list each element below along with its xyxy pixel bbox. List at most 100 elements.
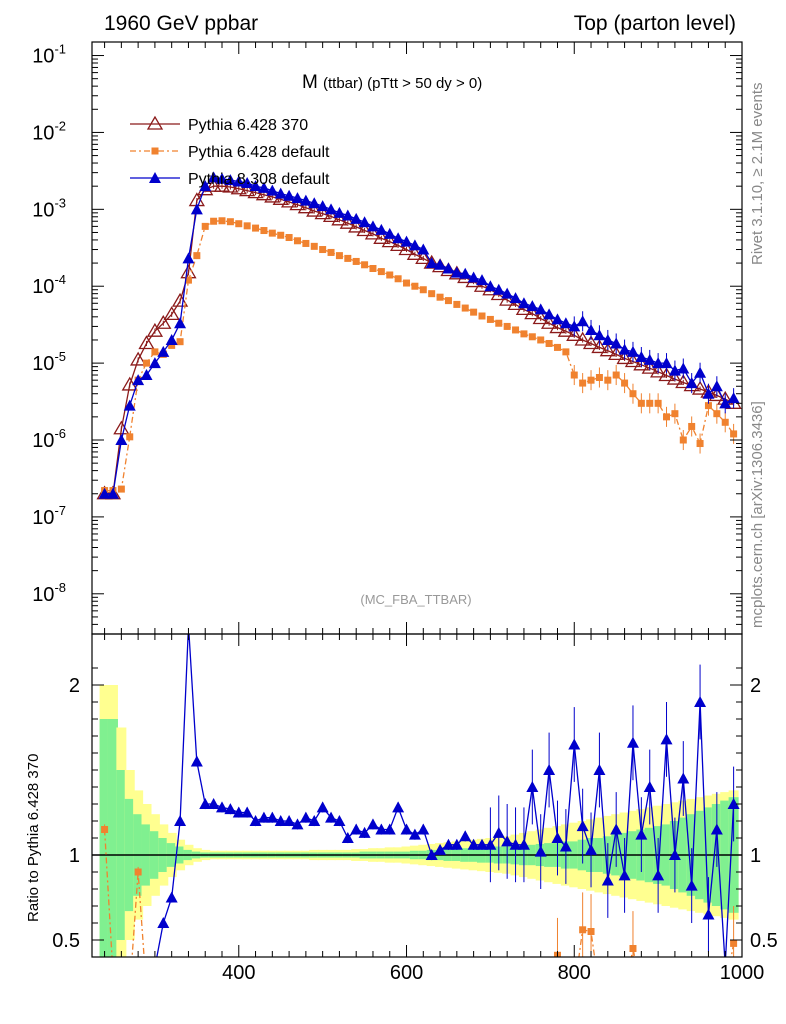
ratio-point-pythia8-default <box>358 826 371 838</box>
data-point-pythia6-default <box>302 239 310 247</box>
ratio-point-pythia8-default <box>299 811 312 823</box>
data-point-pythia6-default <box>587 376 595 384</box>
ratio-point-pythia8-default <box>467 838 480 850</box>
data-point-pythia6-default <box>210 217 218 225</box>
data-point-pythia8-default <box>652 357 665 369</box>
y-tick-label: 10-1 <box>32 42 66 68</box>
ratio-point-pythia8-default <box>224 803 237 815</box>
data-point-pythia6-default <box>545 339 553 347</box>
data-point-pythia6-default <box>562 348 570 356</box>
data-point-pythia8-default <box>333 206 346 218</box>
ratio-point-pythia8-default <box>652 869 665 881</box>
data-point-pythia6-default <box>503 322 511 330</box>
ratio-point-pythia8-default <box>534 845 547 857</box>
data-point-pythia8-default <box>517 297 530 309</box>
ratio-point-pythia8-default <box>710 823 723 835</box>
ratio-point-pythia8-default <box>694 696 707 707</box>
legend-marker-pythia6-default <box>151 147 159 155</box>
data-point-pythia6-default <box>369 265 377 273</box>
data-point-pythia8-default <box>190 203 203 215</box>
y-tick-label: 10-7 <box>32 503 66 529</box>
data-point-pythia6-default <box>319 246 327 254</box>
data-point-pythia6-370 <box>163 306 180 321</box>
data-point-pythia6-default <box>436 293 444 301</box>
data-point-pythia6-default <box>704 402 712 410</box>
x-tick-label: 1000 <box>720 962 765 984</box>
data-point-pythia6-370 <box>499 291 516 306</box>
x-tick-label: 400 <box>222 962 255 984</box>
data-point-pythia6-default <box>621 379 629 387</box>
data-point-pythia8-default <box>241 176 254 188</box>
data-point-pythia6-default <box>528 333 536 341</box>
data-point-pythia6-default <box>243 222 251 230</box>
data-point-pythia6-default <box>595 373 603 381</box>
series-line-pythia8-default <box>104 176 734 495</box>
data-point-pythia8-default <box>182 252 195 264</box>
data-point-pythia8-default <box>476 274 488 286</box>
ratio-point-pythia8-default <box>316 801 329 813</box>
y-tick-label: 10-3 <box>32 195 66 221</box>
ratio-frame <box>91 633 743 958</box>
ratio-point-pythia8-default <box>190 755 203 767</box>
header-left: 1960 GeV ppbar <box>104 12 258 35</box>
data-point-pythia8-default <box>543 308 556 320</box>
data-point-pythia8-default <box>325 203 338 215</box>
main-plot-panel: 10-8 10-7 10-6 10-5 10-4 10-3 10-2 10-1 <box>32 41 743 635</box>
y-tick-exponent: -4 <box>54 272 66 287</box>
ratio-point-pythia8-default <box>249 815 262 826</box>
data-point-pythia6-default <box>361 261 369 269</box>
ratio-point-pythia8-default <box>174 815 187 826</box>
data-point-pythia8-default <box>106 487 119 499</box>
data-point-pythia6-default <box>520 330 528 338</box>
data-point-pythia6-370 <box>582 335 600 350</box>
data-point-pythia8-default <box>283 189 296 201</box>
ratio-point-pythia8-default <box>333 815 346 826</box>
ratio-point-pythia8-default <box>626 736 639 748</box>
y-tick-label: 10-6 <box>32 426 66 452</box>
data-point-pythia6-370 <box>389 237 407 252</box>
data-point-pythia8-default <box>224 174 237 186</box>
data-point-pythia6-370 <box>129 351 147 366</box>
data-point-pythia6-default <box>612 371 620 379</box>
ratio-point-pythia8-default <box>618 869 631 881</box>
legend-label-pythia6-default: Pythia 6.428 default <box>188 144 330 161</box>
ratio-point-pythia8-default <box>509 838 522 850</box>
data-point-pythia6-default <box>411 282 419 290</box>
data-point-pythia6-370 <box>515 301 533 316</box>
ratio-point-pythia8-default <box>266 811 279 823</box>
ratio-point-pythia8-default <box>350 823 363 835</box>
ratio-point-pythia8-default <box>668 849 681 860</box>
data-point-pythia6-default <box>235 220 243 228</box>
data-point-pythia6-default <box>637 399 645 407</box>
ratio-y-tick-label: 2 <box>69 675 80 697</box>
data-point-pythia8-default <box>350 212 363 224</box>
ratio-point-pythia8-default <box>291 818 304 830</box>
ratio-point-pythia8-default <box>517 838 530 850</box>
data-point-pythia6-370 <box>540 314 558 329</box>
ratio-point-pythia8-default <box>257 811 270 823</box>
data-point-pythia8-default <box>274 187 287 199</box>
ratio-point-pythia8-default <box>341 832 354 843</box>
y-tick-exponent: -5 <box>54 349 66 364</box>
y-tick-exponent: -7 <box>54 503 66 518</box>
ratio-point-pythia8-default <box>685 879 698 891</box>
data-point-pythia8-default <box>509 292 522 304</box>
data-point-pythia8-default <box>98 487 111 499</box>
data-point-pythia6-default <box>654 399 662 407</box>
series-line-pythia6-370 <box>104 185 734 495</box>
data-point-pythia6-370 <box>566 327 583 341</box>
data-point-pythia8-default <box>291 192 304 204</box>
ratio-point-pythia6-default <box>587 928 595 935</box>
ratio-point-pythia8-default <box>585 843 598 855</box>
ratio-y-axis-label: Ratio to Pythia 6.428 370 <box>25 754 42 922</box>
data-point-pythia8-default <box>148 357 161 369</box>
data-point-pythia8-default <box>341 209 354 221</box>
ratio-point-pythia8-default <box>400 823 413 835</box>
data-point-pythia8-default <box>408 239 421 251</box>
data-point-pythia6-default <box>176 338 184 346</box>
data-point-pythia6-default <box>470 308 478 316</box>
x-tick-label: 600 <box>390 962 423 984</box>
data-point-pythia8-default <box>467 271 480 283</box>
data-point-pythia6-default <box>184 276 192 284</box>
data-point-pythia6-default <box>117 485 125 493</box>
